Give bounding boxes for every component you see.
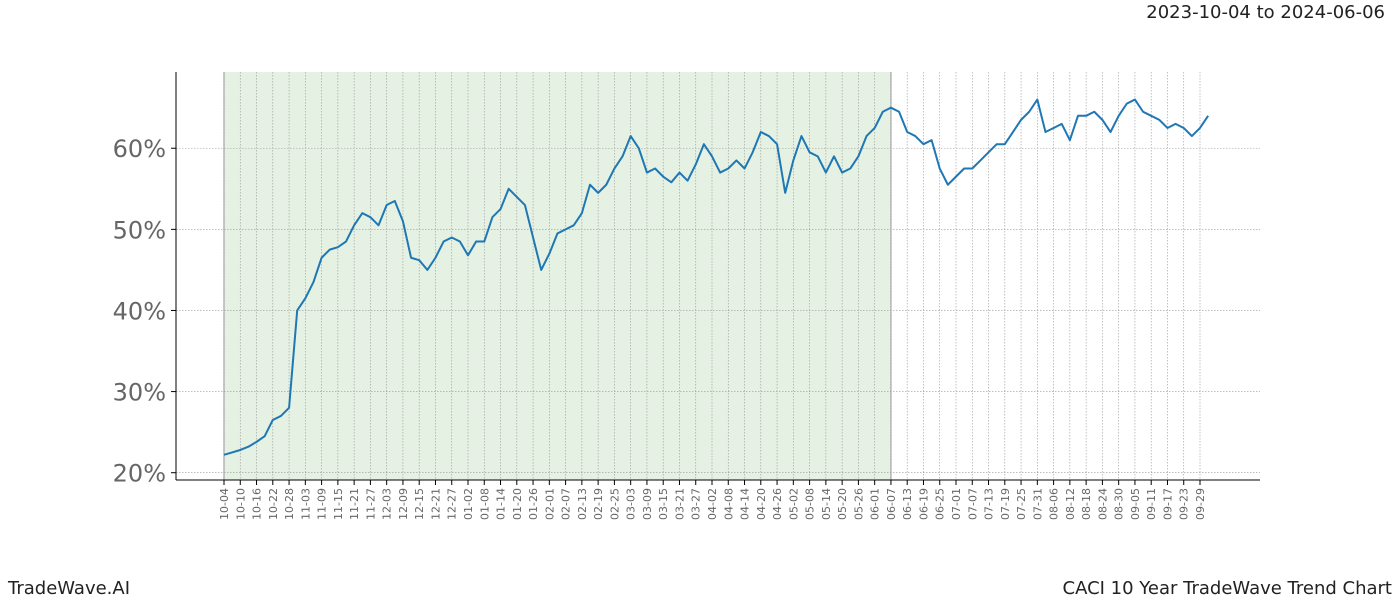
- brand: TradeWave.AI: [7, 578, 130, 599]
- x-tick-label: 03-03: [625, 488, 638, 520]
- y-tick-label: 40%: [113, 297, 166, 325]
- x-tick-label: 04-20: [755, 488, 768, 520]
- x-tick-label: 02-01: [543, 488, 556, 520]
- x-tick-label: 04-02: [706, 488, 719, 520]
- x-tick-label: 09-29: [1194, 488, 1207, 520]
- x-tick-label: 02-07: [560, 488, 573, 520]
- x-tick-label: 11-21: [348, 488, 361, 520]
- y-tick-label: 50%: [113, 216, 166, 244]
- x-tick-label: 04-08: [722, 488, 735, 520]
- x-tick-label: 02-19: [592, 488, 605, 520]
- x-tick-label: 02-25: [608, 488, 621, 520]
- x-tick-label: 12-03: [381, 488, 394, 520]
- x-tick-label: 01-14: [495, 488, 508, 520]
- x-tick-label: 06-01: [869, 488, 882, 520]
- x-tick-label: 01-08: [478, 488, 491, 520]
- x-tick-label: 05-26: [852, 488, 865, 520]
- x-tick-label: 12-27: [446, 488, 459, 520]
- x-tick-label: 10-28: [283, 488, 296, 520]
- x-tick-label: 10-04: [218, 488, 231, 520]
- y-tick-label: 30%: [113, 379, 166, 407]
- x-tick-label: 08-18: [1080, 488, 1093, 520]
- x-tick-label: 09-11: [1145, 488, 1158, 520]
- x-tick-label: 12-15: [413, 488, 426, 520]
- x-tick-label: 09-17: [1161, 488, 1174, 520]
- x-tick-label: 03-21: [673, 488, 686, 520]
- x-tick-label: 04-26: [771, 488, 784, 520]
- x-tick-label: 07-19: [999, 488, 1012, 520]
- x-tick-label: 09-23: [1178, 488, 1191, 520]
- x-tick-label: 06-07: [885, 488, 898, 520]
- x-tick-label: 05-14: [820, 488, 833, 520]
- y-tick-label: 60%: [113, 135, 166, 163]
- x-tick-label: 11-27: [364, 488, 377, 520]
- shaded-span: [224, 72, 891, 480]
- x-tick-label: 03-27: [690, 488, 703, 520]
- x-tick-label: 07-31: [1031, 488, 1044, 520]
- x-tick-label: 08-06: [1048, 488, 1061, 520]
- x-tick-label: 01-26: [527, 488, 540, 520]
- x-tick-label: 06-19: [917, 488, 930, 520]
- x-tick-label: 11-09: [316, 488, 329, 520]
- x-tick-label: 05-08: [804, 488, 817, 520]
- x-tick-label: 12-09: [397, 488, 410, 520]
- x-tick-label: 12-21: [429, 488, 442, 520]
- x-tick-label: 03-15: [657, 488, 670, 520]
- x-tick-label: 01-02: [462, 488, 475, 520]
- x-tick-label: 07-13: [983, 488, 996, 520]
- x-tick-label: 02-13: [576, 488, 589, 520]
- y-tick-label: 20%: [113, 460, 166, 488]
- x-tick-label: 10-16: [251, 488, 264, 520]
- x-tick-label: 09-05: [1129, 488, 1142, 520]
- x-tick-label: 05-20: [836, 488, 849, 520]
- x-tick-label: 11-03: [299, 488, 312, 520]
- x-tick-label: 05-02: [787, 488, 800, 520]
- x-tick-label: 03-09: [641, 488, 654, 520]
- date-range: 2023-10-04 to 2024-06-06: [1146, 2, 1385, 23]
- x-tick-label: 06-25: [934, 488, 947, 520]
- x-tick-label: 11-15: [332, 488, 345, 520]
- price-line: [223, 98, 1209, 456]
- x-tick-label: 01-20: [511, 488, 524, 520]
- x-tick-label: 08-24: [1096, 488, 1109, 520]
- x-tick-label: 06-13: [901, 488, 914, 520]
- x-tick-label: 08-12: [1064, 488, 1077, 520]
- x-tick-label: 10-10: [234, 488, 247, 520]
- x-tick-label: 04-14: [739, 488, 752, 520]
- chart-title: CACI 10 Year TradeWave Trend Chart: [1063, 578, 1392, 599]
- x-tick-label: 07-07: [966, 488, 979, 520]
- x-tick-label: 08-30: [1113, 488, 1126, 520]
- x-tick-label: 07-25: [1015, 488, 1028, 520]
- x-tick-label: 07-01: [950, 488, 963, 520]
- x-tick-label: 10-22: [267, 488, 280, 520]
